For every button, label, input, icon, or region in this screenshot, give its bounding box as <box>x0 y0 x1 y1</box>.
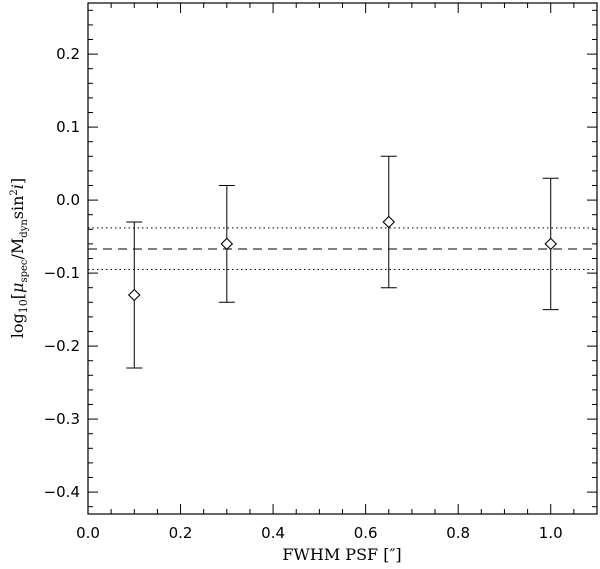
y-axis-title-bracket-open: [ <box>8 293 27 299</box>
y-axis-title-over-m: /M <box>8 238 27 260</box>
x-tick-label: 0.0 <box>76 524 100 542</box>
plot-frame <box>87 2 598 515</box>
y-axis-title-log-sub: 10 <box>17 299 30 313</box>
data-point-diamond <box>127 288 141 302</box>
y-axis-title-sin-sup: 2 <box>9 189 20 195</box>
data-point-diamond <box>544 237 558 251</box>
x-tick-label: 0.4 <box>261 524 285 542</box>
data-point-diamond <box>382 215 396 229</box>
y-axis-title-sin: sin <box>8 196 27 220</box>
reference-lines <box>88 227 597 270</box>
error-bars <box>126 155 559 369</box>
y-tick-label: −0.4 <box>44 483 80 501</box>
y-axis-title: log10[μspec/Mdynsin2i] <box>8 178 30 338</box>
y-axis-title-log: log <box>8 313 27 338</box>
major-ticks <box>87 3 597 514</box>
y-tick-label: −0.2 <box>44 337 80 355</box>
x-tick-labels: 0.0 0.2 0.4 0.6 0.8 1.0 <box>76 524 563 542</box>
minor-ticks <box>88 3 598 514</box>
x-axis-title: FWHM PSF [″] <box>282 545 401 564</box>
y-axis-title-mu: μ <box>8 283 27 293</box>
y-tick-label: −0.3 <box>44 410 80 428</box>
y-tick-label: 0.2 <box>56 45 80 63</box>
x-tick-label: 0.6 <box>354 524 378 542</box>
data-point-diamond <box>220 237 234 251</box>
y-tick-label: −0.1 <box>44 264 80 282</box>
y-tick-label: 0.1 <box>56 118 80 136</box>
y-axis-title-bracket-close: ] <box>8 178 27 184</box>
data-points <box>127 215 558 302</box>
x-tick-label: 0.2 <box>169 524 193 542</box>
y-axis-title-m-sub: dyn <box>19 219 30 238</box>
y-tick-labels: 0.2 0.1 0.0 −0.1 −0.2 −0.3 −0.4 <box>44 45 80 501</box>
y-tick-label: 0.0 <box>56 191 80 209</box>
x-tick-label: 0.8 <box>446 524 470 542</box>
y-axis-title-mu-sub: spec <box>19 259 30 282</box>
y-axis-title-i: i <box>8 184 27 189</box>
x-tick-label: 1.0 <box>539 524 563 542</box>
